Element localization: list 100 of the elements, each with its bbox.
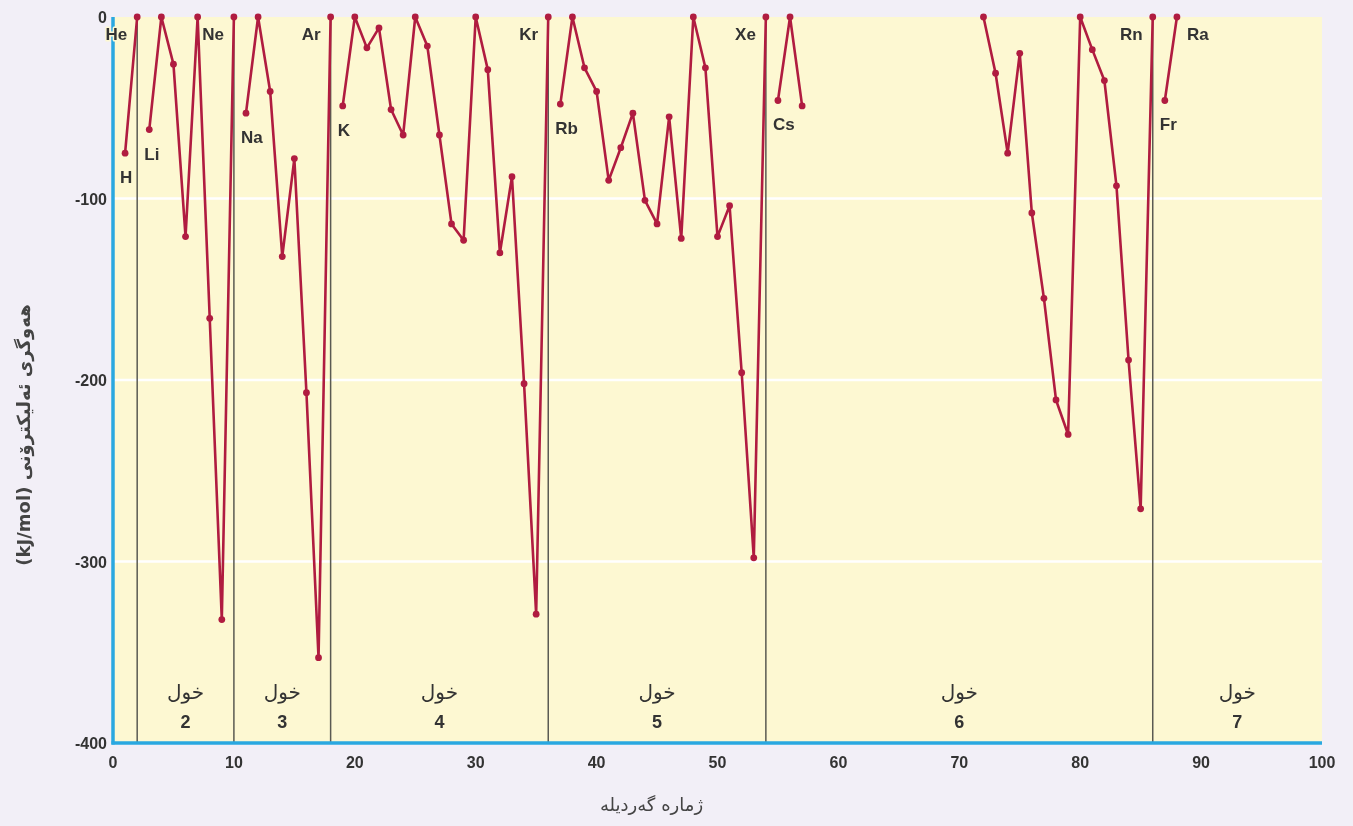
point [798,102,806,110]
point [1040,294,1048,302]
point [750,554,758,562]
point [544,13,552,21]
point [520,380,528,388]
point [738,369,746,377]
point [992,69,999,77]
x-tick-label: 60 [829,754,848,771]
annotation: Rb [555,119,578,139]
point [1076,13,1084,21]
point [218,616,226,623]
point [980,13,987,21]
point [399,131,407,139]
point [1149,13,1157,21]
point [532,610,540,618]
point [194,13,202,21]
x-tick-label: 20 [345,754,364,771]
x-tick-label: 70 [950,754,969,771]
point [351,13,359,21]
point [1125,356,1132,364]
point [133,13,141,21]
y-axis-title: هەوگری ئەلیکترۆنی (kJ/mol) [13,304,35,566]
point [1113,182,1120,190]
y-tick-label: -100 [74,190,108,208]
point [1052,396,1060,404]
annotation: H [120,168,133,188]
point [1137,505,1145,513]
point [460,236,468,244]
point [1028,209,1036,217]
point [593,88,600,95]
point [182,233,189,241]
annotation: Kr [519,25,539,44]
point [605,176,613,184]
x-axis-title: ژمارە گەردیلە [599,794,704,815]
y-tick-label: 0 [98,9,108,26]
point [363,44,371,52]
point [448,220,455,228]
annotation: Ra [1186,25,1210,44]
point [1100,77,1108,84]
point [484,66,492,74]
point [230,13,238,21]
point [1161,97,1169,104]
point [629,109,637,117]
point [677,235,685,242]
y-tick-label: -300 [74,553,108,571]
point [206,314,214,322]
point [339,102,347,110]
point [472,13,480,21]
point [157,13,165,21]
point [375,24,383,32]
point [1004,149,1012,157]
point [121,149,129,157]
point [170,60,177,68]
point [254,13,262,21]
annotation: Rn [1120,25,1143,44]
annotation: Ar [301,25,321,44]
point [278,253,286,260]
point [653,220,661,228]
point [774,97,782,104]
x-tick-label: 50 [708,754,727,771]
point [145,126,153,133]
point [303,389,310,397]
point [411,13,419,21]
point [290,155,298,162]
y-tick-label: -400 [74,735,108,752]
annotation: K [337,120,351,140]
y-tick-label: -200 [74,372,108,389]
x-tick-label: 90 [1192,754,1211,771]
point [726,202,733,210]
point [508,173,516,181]
point [714,233,721,241]
annotation: Li [144,144,160,164]
x-tick-label: 30 [466,754,485,771]
point [387,106,395,113]
point [266,88,274,95]
point [1064,431,1072,438]
annotation: Fr [1159,115,1178,135]
point [617,144,625,152]
annotation: Ne [202,25,224,44]
point [786,13,794,21]
point [496,249,504,257]
point [689,13,697,21]
point [327,13,335,21]
x-tick-label: 100 [1308,754,1336,771]
point [569,13,576,21]
annotation: Na [240,128,264,148]
point [665,113,673,121]
point [762,13,770,21]
x-tick-label: 10 [225,754,243,771]
annotation: Cs [772,115,795,135]
point [436,131,443,139]
x-tick-label: 80 [1071,754,1090,771]
annotation: Xe [735,25,756,44]
point [1016,49,1024,57]
point [1088,46,1096,54]
x-tick-label: 40 [587,754,606,771]
point [581,64,588,72]
point [242,109,250,117]
point [641,196,649,204]
point [702,64,709,72]
